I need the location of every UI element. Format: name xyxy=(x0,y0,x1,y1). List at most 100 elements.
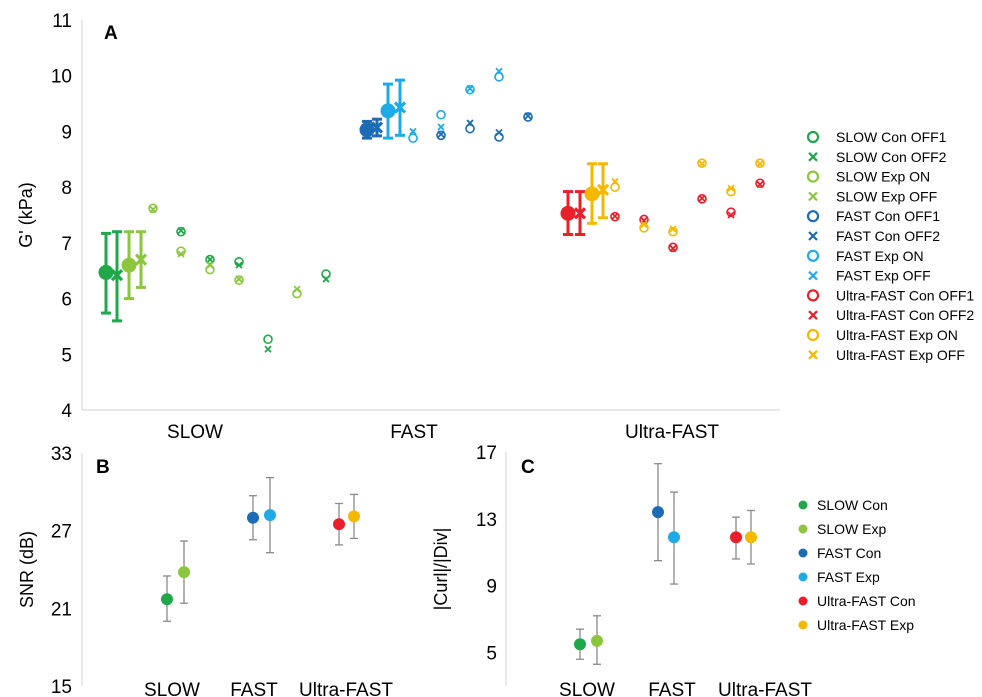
subject-con-off2-point-stroke-b xyxy=(495,128,503,137)
mean-point-x xyxy=(134,253,148,266)
subject-exp-on-point xyxy=(234,275,244,285)
mean-point xyxy=(745,531,757,544)
legend-x-marker-stroke-b xyxy=(808,310,818,320)
y-axis-label: |Curl|/|Div| xyxy=(431,528,451,611)
panel-c: C 5 9 13 17 SLOW FAST Ultra-FAST |Curl|/|Div| SL… xyxy=(431,443,916,697)
subject-exp-off-point xyxy=(293,285,301,293)
legend-label: SLOW Con xyxy=(817,497,888,513)
mean-point xyxy=(178,566,190,579)
subject-con-off1-point xyxy=(523,112,533,122)
subject-exp-off-point-stroke-b xyxy=(756,160,764,168)
subject-exp-off-point xyxy=(466,84,474,93)
legend-label: SLOW Exp xyxy=(817,521,886,537)
subject-con-off1-point xyxy=(263,334,273,345)
y-axis-label: SNR (dB) xyxy=(17,531,37,608)
legend-x-marker xyxy=(808,191,818,202)
subject-con-off2-point xyxy=(669,244,677,253)
legend-x-marker xyxy=(808,350,818,360)
legend-label: FAST Con OFF1 xyxy=(836,208,940,224)
subject-exp-off-point xyxy=(640,220,648,229)
y-tick-label: 5 xyxy=(486,644,497,665)
subject-exp-on-point xyxy=(755,158,765,168)
subject-exp-off-point xyxy=(698,160,706,168)
mean-point-x-stroke-b xyxy=(134,253,148,266)
subject-exp-on-point xyxy=(697,158,707,168)
subject-exp-off-point xyxy=(149,205,157,214)
legend-label: FAST Con xyxy=(817,545,881,561)
subject-con-off2-point-stroke-b xyxy=(206,255,214,264)
legend-label: Ultra-FAST Exp xyxy=(817,617,914,633)
subject-exp-off-point-stroke-b xyxy=(177,250,185,258)
mean-point xyxy=(121,257,137,273)
mean-point-x-stroke-b xyxy=(110,269,124,282)
subject-con-off2-point xyxy=(495,128,503,137)
subject-exp-off-point-stroke-b xyxy=(640,220,648,229)
legend-x-marker-stroke-b xyxy=(808,270,818,281)
mean-point-x-stroke-b xyxy=(370,121,384,134)
subject-con-off2-point-stroke-b xyxy=(524,112,532,120)
legend-label: Ultra-FAST Exp OFF xyxy=(836,347,965,363)
legend-label: Ultra-FAST Con OFF1 xyxy=(836,287,974,303)
mean-point xyxy=(333,518,345,531)
legend-dot-marker xyxy=(798,500,808,510)
subject-exp-off-point-stroke-b xyxy=(409,127,417,136)
subject-exp-off-point xyxy=(177,250,185,258)
subject-exp-off-point-stroke-b xyxy=(611,177,619,186)
legend-label: SLOW Con OFF2 xyxy=(836,149,947,165)
mean-point-x xyxy=(110,269,124,282)
subject-exp-off-point-stroke-b xyxy=(206,261,214,269)
subject-con-off2-point-stroke-b xyxy=(756,180,764,188)
subject-con-off1-point xyxy=(697,194,707,204)
legend-label: FAST Exp ON xyxy=(836,248,924,264)
legend-dot-marker xyxy=(798,620,808,630)
subject-exp-off-point-stroke-b xyxy=(466,84,474,93)
y-axis-label: G' (kPa) xyxy=(16,182,36,247)
x-tick-label: Ultra-FAST xyxy=(625,422,719,443)
mean-point xyxy=(560,205,576,221)
mean-point-x-stroke-b xyxy=(573,207,587,220)
mean-point xyxy=(264,509,276,522)
subject-con-off2-point xyxy=(524,112,532,120)
subject-con-off2-point xyxy=(177,226,185,235)
mean-point-x-stroke-b xyxy=(596,183,610,197)
legend-dot-marker xyxy=(798,596,808,606)
subject-con-off2-point-stroke-b xyxy=(264,345,272,353)
legend-x-marker xyxy=(808,310,818,320)
subject-exp-off-point xyxy=(206,261,214,269)
legend-label: SLOW Exp OFF xyxy=(836,188,937,204)
mean-point-x xyxy=(393,101,407,114)
subject-con-off1-point xyxy=(465,123,475,134)
legend-label: FAST Exp OFF xyxy=(836,268,931,284)
legend-label: SLOW Con OFF1 xyxy=(836,129,947,145)
subject-exp-off-point-stroke-b xyxy=(437,123,445,131)
x-tick-label: Ultra-FAST xyxy=(299,680,393,697)
x-tick-label: Ultra-FAST xyxy=(718,680,812,697)
legend-label: FAST Con OFF2 xyxy=(836,228,940,244)
mean-point xyxy=(591,634,603,647)
subject-con-off1-point xyxy=(610,211,620,222)
legend-dot-marker xyxy=(798,524,808,534)
legend-label: Ultra-FAST Con xyxy=(817,593,916,609)
panel-a: A 4 5 6 7 8 9 10 11 SLOW FAST Ultra-FAST G' (kPa) SL… xyxy=(16,11,974,443)
legend-x-marker-stroke-b xyxy=(808,152,818,162)
y-tick-label: 17 xyxy=(476,443,497,464)
legend-dot-marker xyxy=(798,548,808,558)
mean-point-x xyxy=(370,121,384,134)
x-tick-label: SLOW xyxy=(559,680,615,697)
legend-label: Ultra-FAST Con OFF2 xyxy=(836,307,974,323)
subject-con-off2-point xyxy=(437,130,445,138)
subject-con-off2-point-stroke-b xyxy=(177,226,185,235)
subject-exp-off-point-stroke-b xyxy=(698,160,706,168)
subject-con-off2-point xyxy=(756,180,764,188)
subject-con-off2-point-stroke-b xyxy=(698,194,706,202)
subject-exp-on-point xyxy=(408,133,418,143)
subject-exp-off-point-stroke-b xyxy=(293,285,301,293)
subject-exp-on-point xyxy=(148,203,158,214)
legend-circle-marker xyxy=(806,328,820,342)
y-tick-label: 7 xyxy=(61,234,72,255)
y-tick-label: 13 xyxy=(476,510,497,531)
legend-circle-marker xyxy=(806,130,820,144)
y-tick-label: 4 xyxy=(61,401,72,422)
subject-exp-off-point xyxy=(669,225,677,233)
